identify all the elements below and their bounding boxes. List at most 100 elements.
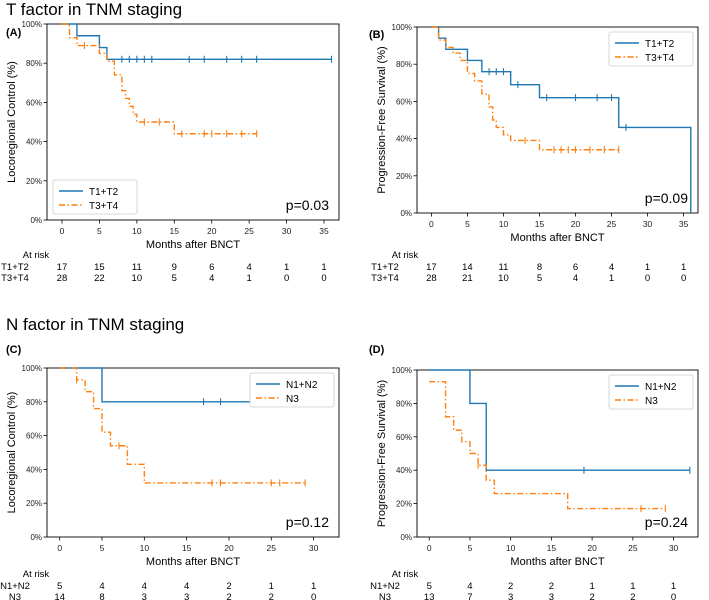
legend-label: T1+T2: [645, 39, 675, 50]
risk-count: 0: [681, 273, 686, 284]
risk-count: 2: [269, 592, 274, 600]
km-panel-0: (A)0 5 10 15 20 25 30 350%20%40%60%80%100%Month…: [1, 20, 340, 284]
x-tick-label: 15: [547, 543, 557, 553]
risk-count: 13: [424, 592, 435, 600]
risk-count: 3: [549, 592, 554, 600]
risk-count: 0: [645, 273, 650, 284]
legend-label: N3: [286, 394, 299, 405]
y-tick-label: 60%: [396, 433, 412, 442]
legend-label: N3: [645, 396, 658, 407]
risk-count: 15: [94, 262, 105, 273]
risk-count: 1: [589, 581, 594, 592]
legend-label: T3+T4: [89, 201, 119, 212]
risk-header: At risk: [392, 250, 419, 261]
axes-frame: [46, 367, 340, 538]
risk-count: 1: [247, 273, 252, 284]
section-title-t: T factor in TNM staging: [6, 0, 182, 19]
y-tick-label: 20%: [396, 500, 412, 509]
y-tick-label: 100%: [22, 364, 42, 373]
y-tick-label: 0%: [400, 209, 412, 218]
risk-count: 5: [427, 581, 432, 592]
legend: N1+N2 N3: [608, 374, 694, 410]
legend: T1+T2 T3+T4: [608, 31, 694, 67]
risk-count: 1: [609, 273, 614, 284]
y-tick-label: 20%: [26, 177, 42, 186]
risk-count: 28: [426, 273, 437, 284]
risk-count: 0: [284, 273, 289, 284]
y-tick-label: 60%: [396, 97, 412, 106]
risk-count: 2: [226, 592, 231, 600]
risk-count: 28: [57, 273, 68, 284]
panel-label: (D): [369, 344, 385, 356]
panel-label: (B): [369, 29, 385, 41]
risk-count: 6: [573, 262, 578, 273]
risk-count: 7: [467, 592, 472, 600]
y-tick-label: 0%: [400, 533, 412, 542]
risk-row-label: T3+T4: [1, 273, 29, 284]
x-tick-label: 0: [429, 219, 434, 229]
y-axis-label: Locoregional Control (%): [6, 61, 18, 183]
risk-count: 0: [311, 592, 316, 600]
km-curve-n1-n2: [429, 369, 690, 471]
y-tick-label: 40%: [26, 138, 42, 147]
x-tick-label: 15: [170, 226, 180, 236]
y-tick-label: 80%: [26, 398, 42, 407]
risk-count: 1: [645, 262, 650, 273]
risk-count: 22: [94, 273, 105, 284]
y-tick-label: 0%: [30, 216, 42, 225]
risk-header: At risk: [392, 569, 419, 580]
y-tick-label: 40%: [396, 135, 412, 144]
risk-count: 1: [284, 262, 289, 273]
risk-count: 1: [269, 581, 274, 592]
risk-count: 2: [589, 592, 594, 600]
risk-count: 4: [573, 273, 578, 284]
x-tick-label: 20: [571, 219, 581, 229]
legend-label: N1+N2: [645, 382, 677, 393]
risk-row-label: N3: [379, 592, 391, 600]
x-tick-label: 15: [535, 219, 545, 229]
x-tick-label: 10: [506, 543, 516, 553]
risk-count: 4: [247, 262, 252, 273]
axes-frame: [46, 23, 340, 221]
risk-count: 17: [57, 262, 68, 273]
p-value: p=0.03: [286, 197, 329, 213]
risk-count: 11: [499, 262, 509, 273]
risk-count: 1: [630, 581, 635, 592]
risk-count: 4: [99, 581, 104, 592]
risk-count: 8: [537, 262, 542, 273]
y-tick-label: 0%: [30, 533, 42, 542]
risk-count: 4: [209, 273, 214, 284]
risk-count: 4: [609, 262, 614, 273]
risk-count: 0: [671, 592, 676, 600]
risk-count: 1: [681, 262, 686, 273]
x-tick-label: 30: [309, 543, 319, 553]
risk-count: 14: [462, 262, 473, 273]
x-tick-label: 0: [427, 543, 432, 553]
y-tick-label: 100%: [392, 23, 412, 32]
x-axis-label: Months after BNCT: [510, 232, 604, 244]
risk-count: 0: [321, 273, 326, 284]
panel-label: (A): [6, 27, 22, 39]
legend-label: N1+N2: [286, 380, 318, 391]
p-value: p=0.12: [286, 514, 329, 530]
km-curve-n3: [429, 380, 666, 510]
x-tick-label: 20: [224, 543, 234, 553]
km-curve-t3-t4: [61, 23, 257, 135]
x-tick-label: 15: [182, 543, 192, 553]
risk-row-label: N1+N2: [0, 581, 30, 592]
x-axis-label: Months after BNCT: [510, 556, 604, 568]
x-tick-label: 25: [244, 226, 254, 236]
x-tick-label: 35: [679, 219, 689, 229]
legend: T1+T2 T3+T4: [52, 179, 138, 215]
km-panel-3: (D)0 5 10 15 20 25 300%20%40%60%80%100%Months …: [369, 344, 699, 600]
km-panel-2: (C)0 5 10 15 20 25 300%20%40%60%80%100%Months …: [0, 344, 340, 600]
risk-header: At risk: [23, 250, 50, 261]
y-tick-label: 100%: [22, 20, 42, 29]
risk-row-label: T1+T2: [371, 262, 399, 273]
risk-count: 17: [426, 262, 437, 273]
